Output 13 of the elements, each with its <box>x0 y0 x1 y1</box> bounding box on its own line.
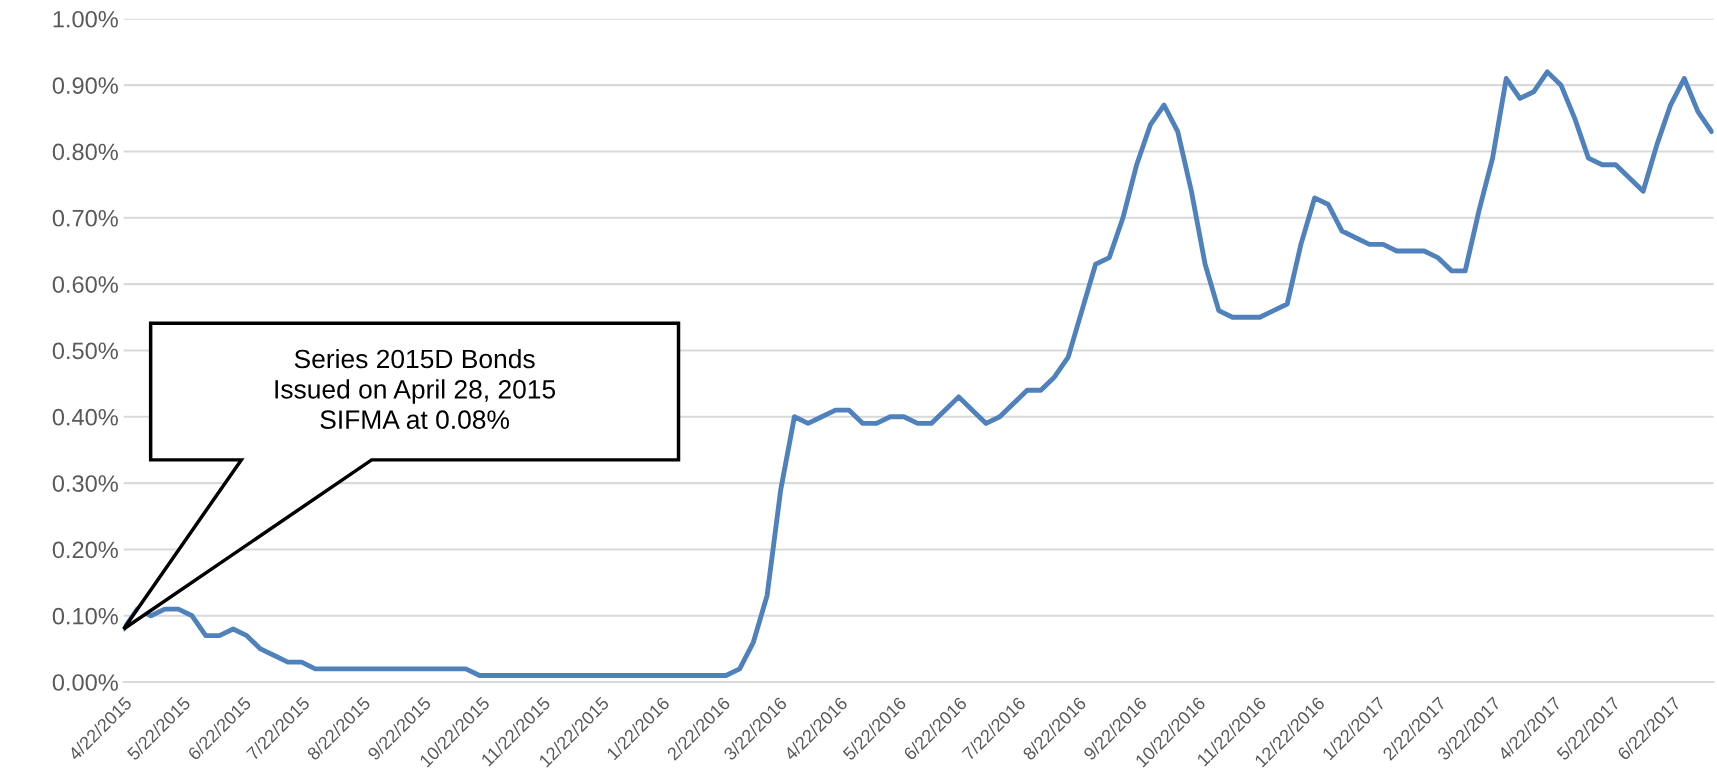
y-tick-label: 0.60% <box>52 276 118 293</box>
y-tick-label: 0.50% <box>52 342 118 360</box>
y-tick-label: 0.80% <box>52 143 118 161</box>
y-tick-label: 0.40% <box>52 408 118 426</box>
y-tick-label: 0.90% <box>52 77 118 94</box>
y-tick-label: 1.00% <box>53 10 118 28</box>
y-tick-label: 0.00% <box>52 674 118 691</box>
y-tick-label: 0.20% <box>52 541 118 559</box>
annotation: Series 2015D Bonds Issued on April 28, 2015 SIFMA at 0.08% <box>275 348 556 429</box>
line-series <box>123 69 1714 678</box>
y-tick-label: 0.30% <box>52 475 118 492</box>
y-tick-label: 0.10% <box>52 607 118 625</box>
y-tick-label: 0.70% <box>52 209 118 227</box>
